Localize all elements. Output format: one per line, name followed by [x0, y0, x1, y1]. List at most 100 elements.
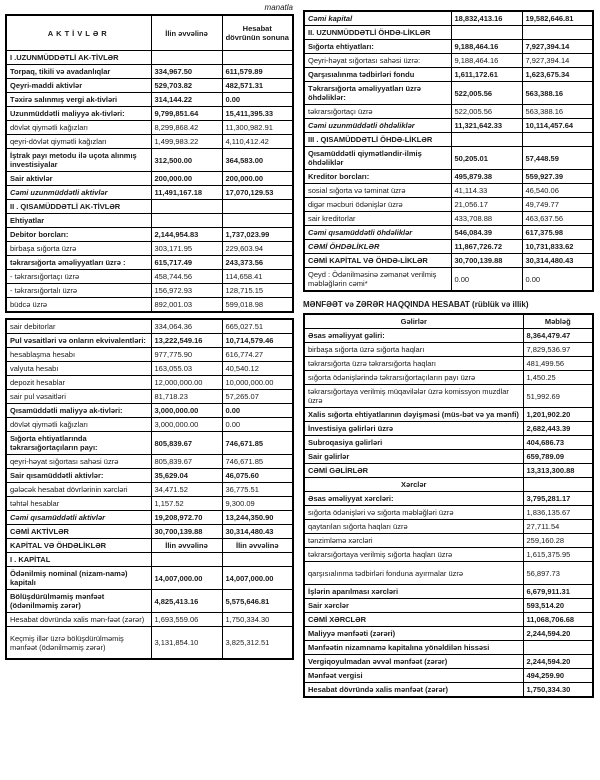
- row-value: 8,364,479.47: [522, 328, 594, 343]
- row-value: 10,714,579.46: [221, 333, 294, 348]
- row-value: 0.00: [221, 403, 294, 418]
- row-label: Bölüşdürülməmiş mənfəət (ödənilməmiş zər…: [5, 589, 152, 613]
- row-value: 892,001.03: [150, 297, 223, 313]
- row-label: Sair xərclər: [303, 598, 524, 613]
- row-label: Vergiqoyulmadan əvvəl mənfəət (zərər): [303, 654, 524, 669]
- row-label: valyuta hesabı: [5, 361, 152, 376]
- table-row: Uzunmüddətli maliyyə ak-tivləri: 9,799,85…: [5, 106, 294, 121]
- row-value: 17,070,129.53: [221, 185, 294, 200]
- row-value: 13,244,350.90: [221, 510, 294, 525]
- table-row: Əsas əməliyyat xərcləri: 3,795,281.17: [303, 491, 594, 506]
- table-row: Hesabat dövründə xalis mən-fəət (zərər) 1…: [5, 612, 294, 627]
- table-row: Sair qısamüddətli aktivlər: 35,629.04 46,0…: [5, 468, 294, 483]
- table-row: Əsas əməliyyat gəliri: 8,364,479.47: [303, 328, 594, 343]
- row-value: 617,375.98: [521, 225, 594, 240]
- row-label: Qeyri-maddi aktivlər: [5, 78, 152, 93]
- row-label: Keçmiş illər üzrə bölüşdürülməmiş mənfəə…: [5, 626, 152, 660]
- row-value: [150, 552, 223, 567]
- table-row: Mənfəətin nizamnamə kapitalına yönəldilə…: [303, 640, 594, 655]
- row-value: İlin əvvəlinə: [150, 14, 223, 51]
- row-label: sair pul vəsaitləri: [5, 389, 152, 404]
- row-value: 9,188,464.16: [450, 39, 523, 54]
- table-row: Bölüşdürülməmiş mənfəət (ödənilməmiş zər…: [5, 589, 294, 613]
- row-label: Sair qısamüddətli aktivlər:: [5, 468, 152, 483]
- row-value: 11,300,982.91: [221, 120, 294, 135]
- table-row: Kreditor borcları: 495,879.38 559,927.39: [303, 169, 594, 184]
- liabilities-income-right-column: Cəmi kapital 18,832,413.16 19,582,646.81 II…: [303, 10, 596, 698]
- row-label: Gəlirlər: [303, 313, 524, 329]
- row-value: 14,007,000.00: [150, 566, 223, 590]
- row-label: təkrarsığortaçı üzrə: [303, 104, 452, 119]
- row-value: 0.00: [221, 417, 294, 432]
- row-value: 2,244,594.20: [522, 654, 594, 669]
- table-row: təkrarsığorta əməliyyatları üzrə :615,71…: [5, 255, 294, 270]
- row-label: Mənfəətin nizamnamə kapitalına yönəldilə…: [303, 640, 524, 655]
- row-value: [150, 213, 223, 228]
- table-row: qaytarılan sığorta haqları üzrə 27,711.54: [303, 519, 594, 534]
- table-row: CƏMİ XƏRCLƏR 11,068,706.68: [303, 612, 594, 627]
- row-value: Məbləğ: [522, 313, 594, 329]
- row-label: Kreditor borcları:: [303, 169, 452, 184]
- row-label: təkrarsığorta əməliyyatları üzrə :: [5, 255, 152, 270]
- row-label: Debitor borcları:: [5, 227, 152, 242]
- row-label: Qısamüddətli qiymətləndir-ilmiş öhdəlikl…: [303, 146, 452, 170]
- row-value: 1,836,135.67: [522, 505, 594, 520]
- row-value: 2,682,443.39: [522, 421, 594, 436]
- row-label: Sair gəlirlər: [303, 449, 524, 464]
- row-label: Xalis sığorta ehtiyatlarının dəyişməsi (…: [303, 407, 524, 422]
- table-row: Sığorta ehtiyatları: 9,188,464.16 7,927,39…: [303, 39, 594, 54]
- row-value: 746,671.85: [221, 454, 294, 469]
- row-value: 1,737,023.99: [221, 227, 294, 242]
- row-value: 1,611,172.61: [450, 67, 523, 82]
- row-value: 665,027.51: [221, 318, 294, 334]
- table-row: sair debitorlar 334,064.36 665,027.51: [5, 318, 294, 334]
- row-value: 27,711.54: [522, 519, 594, 534]
- table-row: İnvestisiya gəlirləri üzrə 2,682,443.39: [303, 421, 594, 436]
- row-value: 3,000,000.00: [150, 417, 223, 432]
- row-value: 229,603.94: [221, 241, 294, 256]
- table-row: II . QISAMÜDDƏTLİ AK-TİVLƏR: [5, 199, 294, 214]
- row-label: dövlət qiymətli kağızları: [5, 417, 152, 432]
- row-label: - təkrarsığortaçı üzrə: [5, 269, 152, 284]
- table-row: Torpaq, tikili və avadanlıqlar 334,967.50…: [5, 64, 294, 79]
- row-value: 659,789.09: [522, 449, 594, 464]
- row-label: Uzunmüddətli maliyyə ak-tivləri:: [5, 106, 152, 121]
- table-row: CƏMİ KAPİTAL VƏ ÖHDƏ-LİKLƏR 30,700,139.88…: [303, 253, 594, 268]
- row-label: Təkrarsığorta əməliyyatları üzrə öhdəlik…: [303, 81, 452, 105]
- row-value: 114,658.41: [221, 269, 294, 284]
- row-value: [521, 132, 594, 147]
- row-value: 200,000.00: [150, 171, 223, 186]
- row-value: 303,171.95: [150, 241, 223, 256]
- row-label: I . KAPİTAL: [5, 552, 152, 567]
- table-row: Cəmi qısamüddətli aktivlər 19,208,972.70 1…: [5, 510, 294, 525]
- row-value: 463,637.56: [521, 211, 594, 226]
- row-label: Subroqasiya gəlirləri: [303, 435, 524, 450]
- row-value: 3,825,312.51: [221, 626, 294, 660]
- row-value: 30,314,480.43: [221, 524, 294, 539]
- row-label: birbaşa sığorta üzrə: [5, 241, 152, 256]
- row-value: 81,718.23: [150, 389, 223, 404]
- row-value: [522, 640, 594, 655]
- row-value: [150, 50, 223, 65]
- row-label: sığorta ödənişlərində təkrarsığortaçılar…: [303, 370, 524, 385]
- row-value: 615,717.49: [150, 255, 223, 270]
- row-value: 312,500.00: [150, 148, 223, 172]
- table-row: hesablaşma hesabı 977,775.90 616,774.27: [5, 347, 294, 362]
- row-label: Xərclər: [303, 477, 524, 492]
- currency-note: manatla: [264, 3, 293, 12]
- row-value: 616,774.27: [221, 347, 294, 362]
- table-row: Qeyri-həyat sığortası sahəsi üzrə: 9,188,…: [303, 53, 594, 68]
- row-label: digər məcburi ödənişlər üzrə: [303, 197, 452, 212]
- table-row: Xərclər: [303, 477, 594, 492]
- row-value: 599,018.98: [221, 297, 294, 313]
- table-row: qeyri-həyat sığortası sahəsi üzrə 805,839…: [5, 454, 294, 469]
- row-value: 0.00: [450, 267, 523, 292]
- row-label: Maliyyə mənfəəti (zərəri): [303, 626, 524, 641]
- row-value: 11,491,167.18: [150, 185, 223, 200]
- table-row: I . KAPİTAL: [5, 552, 294, 567]
- row-value: 163,055.03: [150, 361, 223, 376]
- row-label: Qarşısıalınma tədbirləri fondu: [303, 67, 452, 82]
- table-row: - təkrarsığortalı üzrə 156,972.93 128,715.…: [5, 283, 294, 298]
- row-value: 30,314,480.43: [521, 253, 594, 268]
- row-label: KAPİTAL VƏ ÖHDƏLİKLƏR: [5, 538, 152, 553]
